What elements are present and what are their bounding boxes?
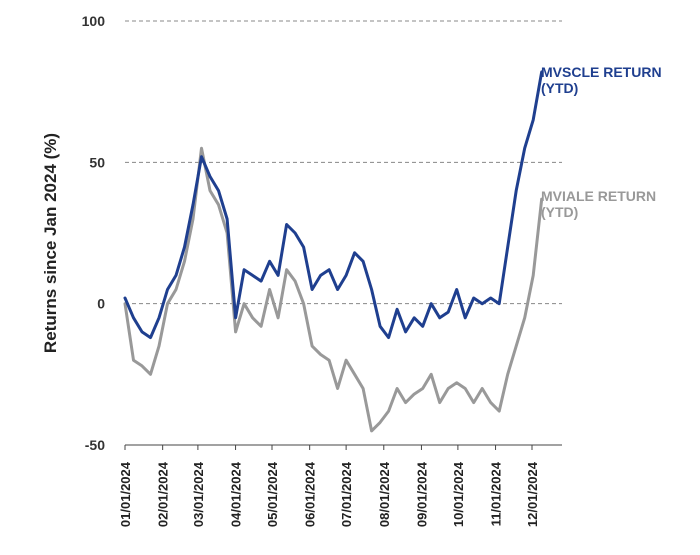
x-tick-label: 11/01/2024 bbox=[489, 461, 504, 526]
x-tick-label: 03/01/2024 bbox=[191, 461, 206, 527]
series-line-mvscle bbox=[123, 70, 544, 340]
x-tick-label: 07/01/2024 bbox=[339, 461, 354, 527]
x-tick-label: 08/01/2024 bbox=[377, 461, 392, 527]
x-axis-ticks: 01/01/2024 02/01/2024 03/01/2024 04/01/2024… bbox=[118, 445, 540, 527]
legend-label-mvscle: MVSCLE RETURN (YTD) bbox=[541, 64, 662, 96]
x-tick-label: 02/01/2024 bbox=[156, 461, 171, 527]
y-tick-label: 50 bbox=[89, 154, 105, 170]
y-axis-label: Returns since Jan 2024 (%) bbox=[41, 133, 60, 353]
x-tick-label: 05/01/2024 bbox=[265, 461, 280, 527]
y-tick-label: -50 bbox=[85, 437, 105, 453]
legend-label-mviale: MVIALE RETURN (YTD) bbox=[541, 188, 656, 220]
legend: MVSCLE RETURN (YTD) MVIALE RETURN (YTD) bbox=[541, 64, 662, 220]
y-tick-label: 100 bbox=[82, 13, 106, 29]
series-lines bbox=[123, 70, 544, 433]
series-line-mviale bbox=[123, 146, 544, 433]
x-tick-label: 09/01/2024 bbox=[414, 461, 429, 527]
y-tick-label: 0 bbox=[97, 296, 105, 312]
y-axis-ticks: 100 50 0 -50 bbox=[82, 13, 106, 453]
x-tick-label: 04/01/2024 bbox=[229, 461, 244, 527]
x-tick-label: 01/01/2024 bbox=[118, 461, 133, 527]
x-tick-label: 10/01/2024 bbox=[451, 461, 466, 527]
x-tick-label: 06/01/2024 bbox=[303, 461, 318, 527]
x-tick-label: 12/01/2024 bbox=[525, 461, 540, 527]
